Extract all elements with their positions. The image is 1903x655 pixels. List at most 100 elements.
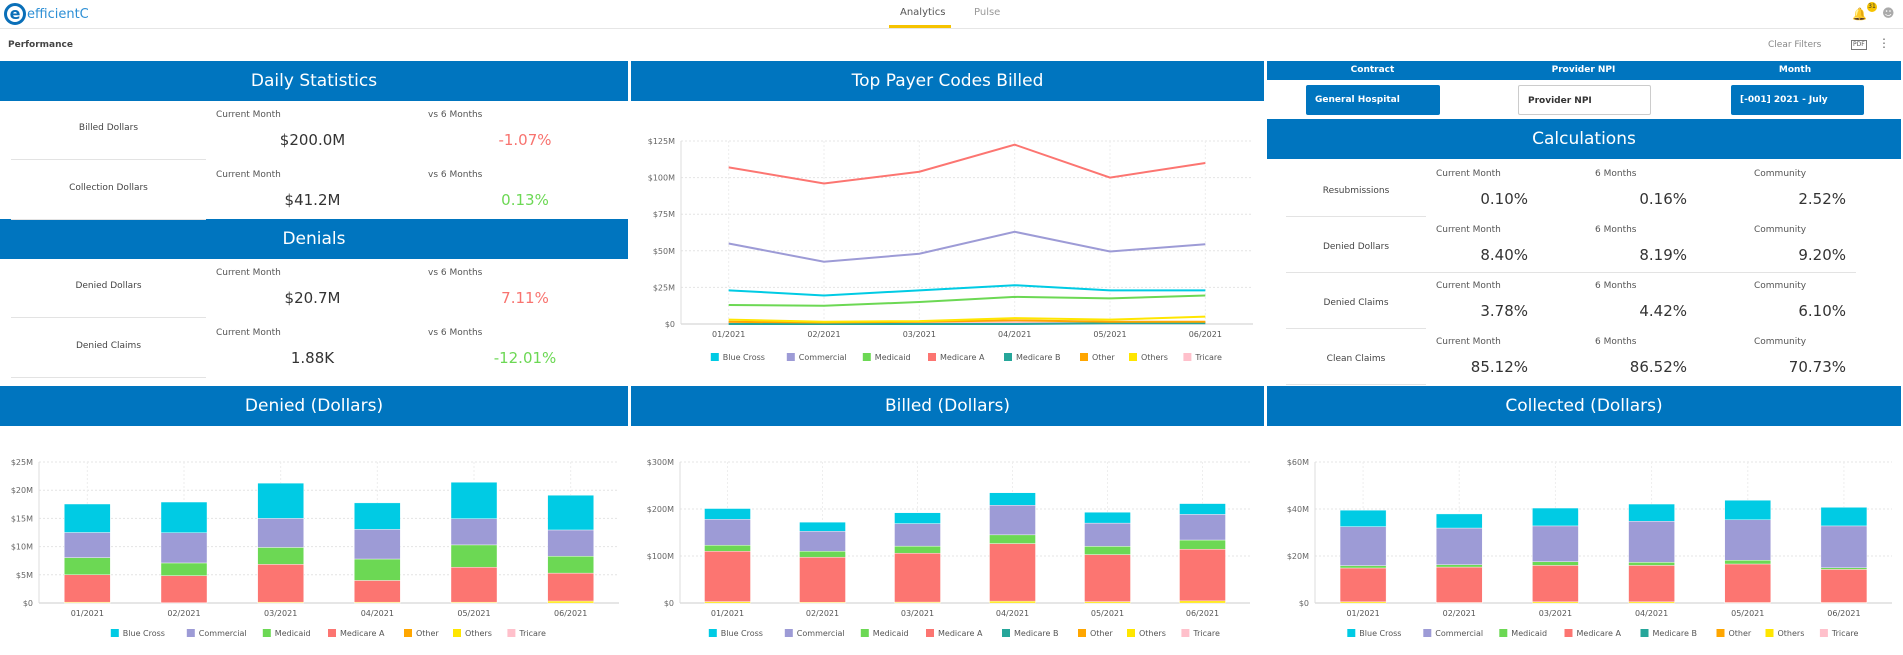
legend-swatch <box>708 629 717 637</box>
bar-segment-medicare-a <box>1532 565 1579 603</box>
x-tick-label: 06/2021 <box>1189 330 1222 339</box>
y-tick-label: $25M <box>653 283 675 292</box>
legend-swatch <box>928 353 936 361</box>
pdf-export-icon[interactable]: PDF <box>1851 40 1867 50</box>
calc-value: 85.12% <box>1470 358 1528 376</box>
calc-value: 0.16% <box>1639 190 1687 208</box>
bar-segment-medicare-a <box>704 551 751 602</box>
current-month-value: 1.88K <box>290 349 335 367</box>
legend-swatch <box>1004 353 1012 361</box>
legend-item: Medicare B <box>1016 353 1061 362</box>
y-tick-label: $40M <box>1287 505 1309 514</box>
bar-segment-commercial <box>354 529 401 560</box>
bar-segment-blue-cross <box>1179 503 1226 515</box>
denied-dollars-chart: $0 $5M $10M $15M $20M $25M 01/2021 02/2021 03/20… <box>11 458 619 638</box>
row-label: Denied Claims <box>75 341 142 351</box>
bar-segment-medicare-a <box>354 580 401 603</box>
y-tick-label: $0 <box>665 320 675 329</box>
tab-pulse[interactable]: Pulse <box>974 7 1001 18</box>
bar-segment-others <box>1179 600 1226 604</box>
vs-6-months-value: -12.01% <box>493 349 557 367</box>
y-tick-label: $60M <box>1287 458 1309 467</box>
tab-analytics[interactable]: Analytics <box>900 7 946 18</box>
bar-segment-medicare-a <box>547 572 594 602</box>
y-tick-label: $25M <box>11 458 33 467</box>
current-month-value: $41.2M <box>284 191 341 209</box>
legend-swatch <box>404 629 412 637</box>
row-divider <box>11 159 206 160</box>
legend-item: Tricare <box>1831 629 1859 638</box>
x-tick-label: 03/2021 <box>901 609 934 618</box>
bar-segment-medicaid <box>1820 567 1868 570</box>
bar-segment-blue-cross <box>799 521 846 532</box>
month-dropdown[interactable]: [-001] 2021 - July <box>1731 85 1864 115</box>
legend-item: Blue Cross <box>723 353 765 362</box>
legend-swatch <box>186 629 195 637</box>
legend-item: Others <box>1139 629 1166 638</box>
legend-swatch <box>1819 629 1828 637</box>
legend-item: Medicaid <box>275 629 311 638</box>
current-month-value: $200.0M <box>279 131 346 149</box>
x-tick-label: 06/2021 <box>1186 609 1219 618</box>
row-divider <box>1286 384 1426 385</box>
legend-item: Medicare B <box>1653 629 1698 638</box>
current-month-label: Current Month <box>216 170 281 180</box>
more-options-icon[interactable]: ⋮ <box>1878 36 1890 50</box>
calc-col-label: 6 Months <box>1595 225 1637 235</box>
notification-badge: 31 <box>1867 2 1877 12</box>
x-tick-label: 02/2021 <box>167 609 200 618</box>
legend-item: Medicare A <box>938 629 983 638</box>
y-tick-label: $0 <box>664 599 674 608</box>
calc-col-label: Community <box>1754 225 1807 235</box>
collected-dollars-chart: $0 $20M $40M $60M 01/2021 02/2021 03/2021 04/20… <box>1287 458 1892 638</box>
x-tick-label: 02/2021 <box>807 330 840 339</box>
line-commercial <box>728 230 1206 263</box>
calc-col-label: Current Month <box>1436 337 1501 347</box>
contract-filter-label: Contract <box>1267 61 1478 80</box>
contract-dropdown[interactable]: General Hospital <box>1306 85 1440 115</box>
x-tick-label: 04/2021 <box>361 609 394 618</box>
legend-swatch <box>862 353 871 361</box>
legend-swatch <box>110 629 119 637</box>
bell-icon[interactable]: 🔔 <box>1852 7 1867 21</box>
x-tick-label: 06/2021 <box>554 609 587 618</box>
bar-segment-medicare-a <box>799 556 846 603</box>
calc-value: 9.20% <box>1798 246 1846 264</box>
legend-item: Medicaid <box>1511 629 1547 638</box>
user-icon[interactable]: ☻ <box>1882 6 1895 20</box>
bar-segment-commercial <box>799 531 846 552</box>
legend-item: Others <box>1141 353 1168 362</box>
x-tick-label: 05/2021 <box>1093 330 1126 339</box>
row-label: Denied Dollars <box>75 281 142 291</box>
y-tick-label: $0 <box>1299 599 1309 608</box>
legend-swatch <box>1129 353 1137 361</box>
legend-item: Other <box>1729 629 1752 638</box>
logo[interactable]: e efficientC <box>4 3 89 25</box>
legend-item: Medicaid <box>873 629 909 638</box>
vs-6-months-value: 7.11% <box>501 289 549 307</box>
bar-segment-commercial <box>257 518 304 548</box>
bar-segment-medicaid <box>1532 561 1579 566</box>
legend-item: Medicare A <box>340 629 385 638</box>
y-tick-label: $75M <box>653 210 675 219</box>
legend-item: Blue Cross <box>123 629 165 638</box>
legend-item: Commercial <box>199 629 247 638</box>
y-tick-label: $100M <box>647 552 674 561</box>
bar-segment-medicare-a <box>1084 554 1131 602</box>
calc-value: 8.19% <box>1639 246 1687 264</box>
calculations-header: Calculations <box>1267 119 1901 159</box>
legend-item: Blue Cross <box>1359 629 1401 638</box>
bar-segment-medicaid <box>799 551 846 558</box>
calc-value: 2.52% <box>1798 190 1846 208</box>
bar-segment-commercial <box>1724 519 1771 561</box>
bar-segment-blue-cross <box>989 492 1036 506</box>
active-tab-indicator <box>889 25 951 28</box>
calc-col-label: Current Month <box>1436 225 1501 235</box>
bar-segment-blue-cross <box>450 482 498 519</box>
page-title: Performance <box>8 40 73 50</box>
x-tick-label: 02/2021 <box>806 609 839 618</box>
line-others <box>728 315 1206 323</box>
provider-npi-input[interactable]: Provider NPI <box>1518 85 1651 115</box>
clear-filters-button[interactable]: Clear Filters <box>1768 40 1822 50</box>
bar-segment-commercial <box>989 505 1036 536</box>
